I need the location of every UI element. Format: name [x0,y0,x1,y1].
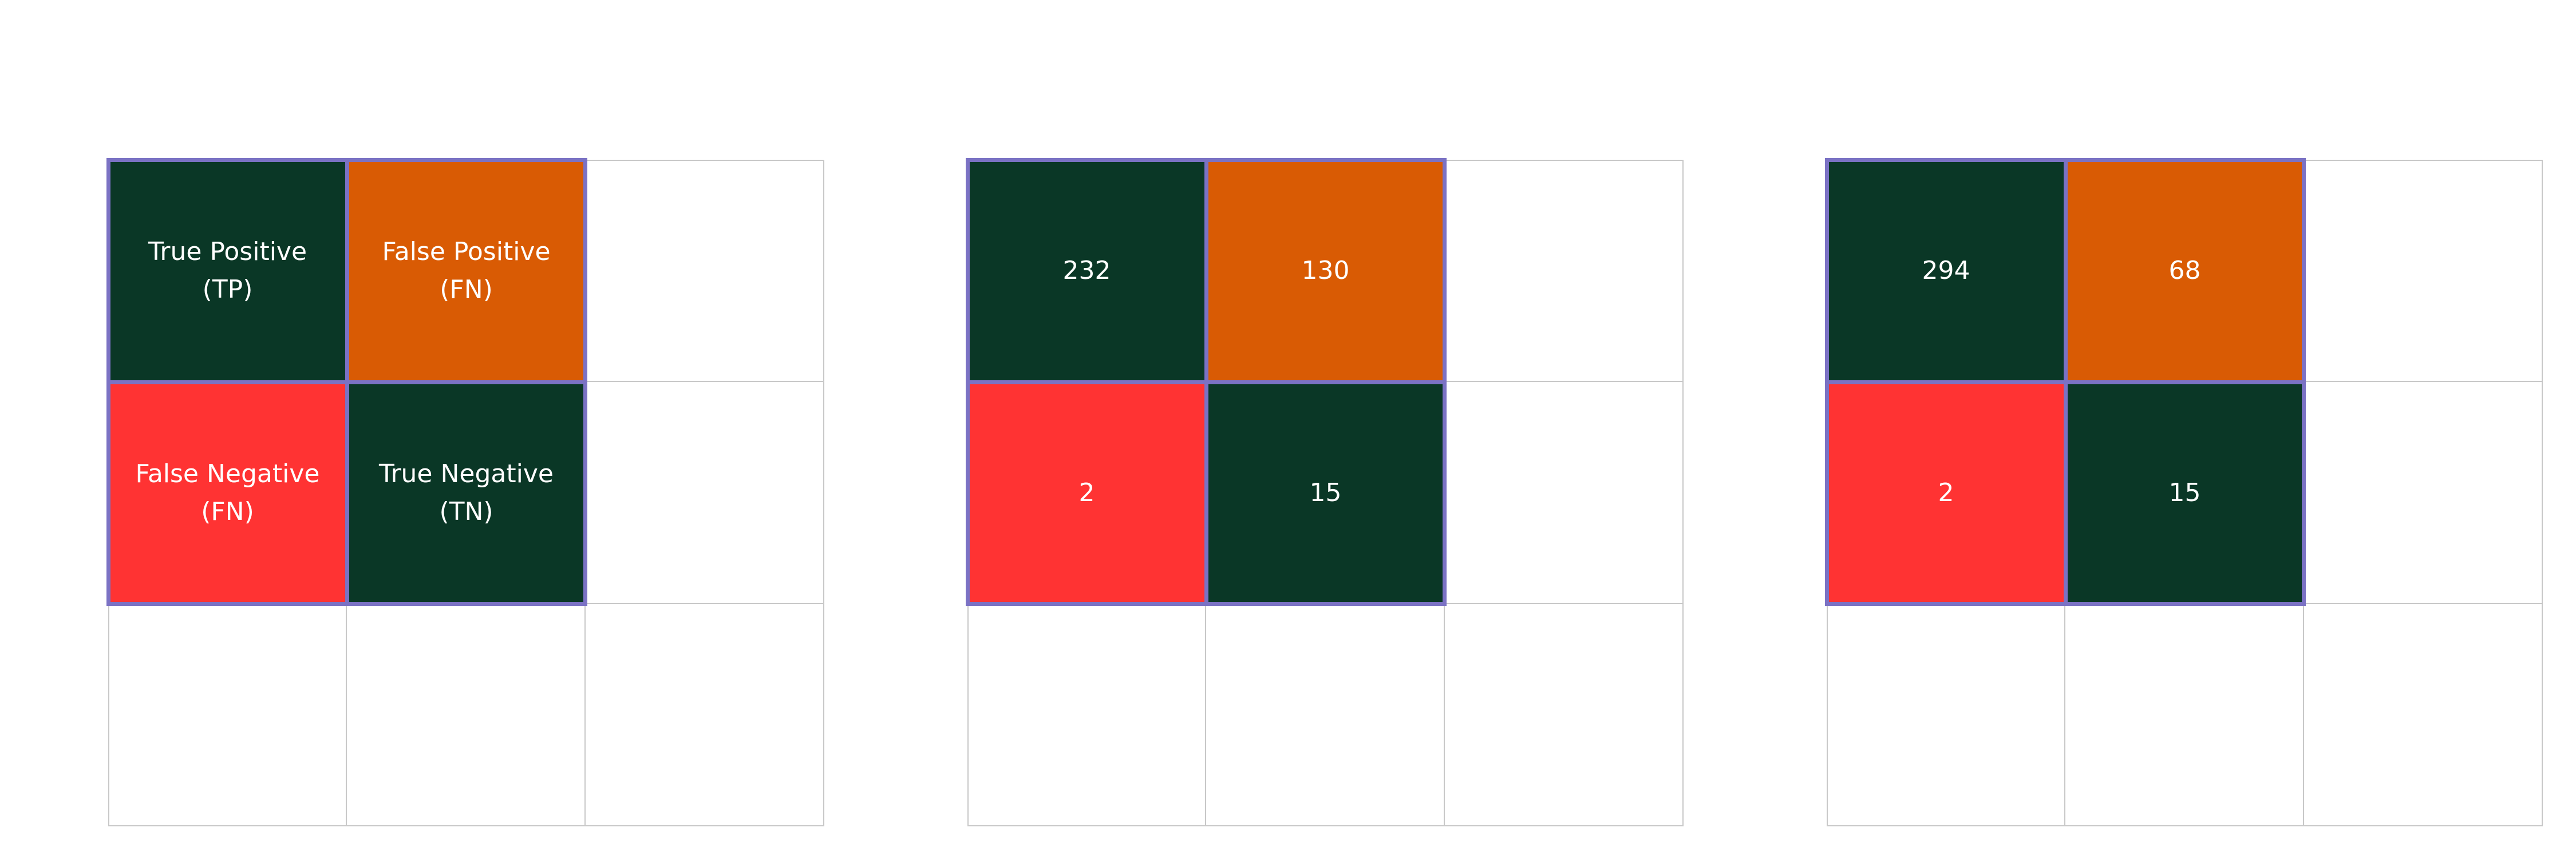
confusion-matrix-1: 232 130 2 15 [966,158,1684,826]
empty-cell [1827,604,2065,826]
true-positive-count: 232 [1062,256,1111,285]
empty-cell [2304,604,2543,826]
false-negative-count: 2 [1078,478,1095,507]
empty-cell [2304,382,2543,604]
true-positive-cell: 232 [967,160,1206,382]
true-negative-count: 15 [2168,478,2201,507]
false-positive-cell: 68 [2065,160,2304,382]
false-positive-count: 130 [1301,256,1350,285]
empty-cell [1445,382,1684,604]
confusion-matrix-2: 294 68 2 15 [1825,158,2543,826]
false-negative-label: False Negative (FN) [135,459,320,526]
empty-cell [2304,160,2543,382]
true-positive-cell: 294 [1827,160,2065,382]
matrix-grid: True Positive (TP) False Positive (FN) F… [108,160,824,826]
true-negative-label: True Negative (TN) [379,459,554,526]
empty-cell [108,604,347,826]
false-positive-cell: 130 [1206,160,1445,382]
matrix-grid: 294 68 2 15 [1827,160,2543,826]
matrix-grid: 232 130 2 15 [967,160,1684,826]
empty-cell [586,160,824,382]
false-negative-cell: False Negative (FN) [108,382,347,604]
true-negative-cell: 15 [1206,382,1445,604]
false-negative-count: 2 [1938,478,1954,507]
empty-cell [347,604,586,826]
false-positive-label: False Positive (FN) [382,237,551,304]
empty-cell [1206,604,1445,826]
empty-cell [2065,604,2304,826]
false-positive-cell: False Positive (FN) [347,160,586,382]
confusion-matrix-legend: True Positive (TP) False Positive (FN) F… [106,158,824,826]
false-positive-count: 68 [2168,256,2201,285]
empty-cell [1445,160,1684,382]
false-negative-cell: 2 [967,382,1206,604]
true-negative-count: 15 [1309,478,1342,507]
true-positive-count: 294 [1922,256,1970,285]
empty-cell [967,604,1206,826]
false-negative-cell: 2 [1827,382,2065,604]
true-negative-cell: True Negative (TN) [347,382,586,604]
empty-cell [586,604,824,826]
true-positive-cell: True Positive (TP) [108,160,347,382]
true-negative-cell: 15 [2065,382,2304,604]
true-positive-label: True Positive (TP) [148,237,307,304]
empty-cell [1445,604,1684,826]
empty-cell [586,382,824,604]
